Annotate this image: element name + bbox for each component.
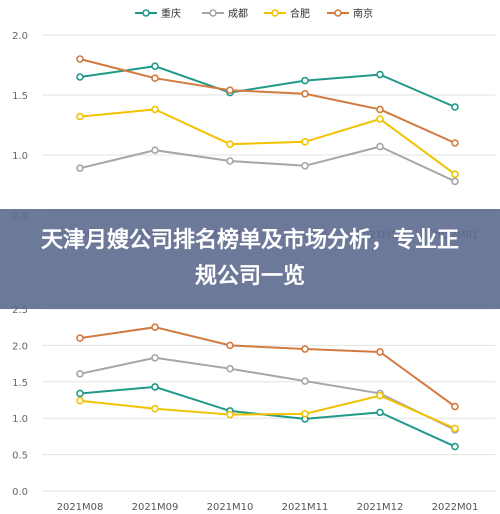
chart2-data-point (151, 404, 159, 413)
chart1-legend-marker (209, 9, 217, 17)
chart2-x-tick-label: 2021M12 (357, 502, 404, 513)
chart1-legend-label: 合肥 (290, 7, 310, 20)
chart2-data-point (451, 442, 459, 451)
chart2-data-point (76, 334, 84, 342)
chart1-data-point (376, 105, 384, 114)
chart2-data-point (451, 402, 459, 411)
chart2-x-tick-label: 2022M01 (432, 502, 479, 513)
chart2-data-point (301, 345, 309, 353)
chart2-data-point (76, 389, 84, 398)
chart1-data-point (151, 74, 159, 82)
chart1-legend-label: 成都 (228, 8, 248, 20)
chart1-data-point (451, 177, 459, 186)
chart1-legend-label: 重庆 (161, 7, 181, 20)
chart2-x-tick-label: 2021M08 (57, 502, 104, 513)
chart1-data-point (301, 90, 309, 98)
chart2-series-line-3 (79, 394, 456, 430)
chart2-data-point (451, 424, 459, 433)
chart1-y-tick-label: 1.5 (12, 91, 28, 102)
chart2-data-point (76, 396, 84, 405)
chart2-data-point (76, 369, 84, 378)
chart2-data-point (151, 383, 159, 391)
chart1-data-point (226, 86, 234, 94)
chart1-y-tick-label: 1.0 (12, 151, 28, 162)
chart2-y-tick-label: 0.5 (12, 451, 28, 462)
chart1-data-point (151, 62, 159, 70)
chart1-series-line-1 (79, 65, 456, 108)
chart2-x-tick-label: 2021M09 (132, 502, 179, 513)
chart1-data-point (301, 76, 309, 85)
chart2-y-tick-label: 0.0 (12, 487, 28, 498)
chart1-series-line-3 (79, 108, 456, 176)
chart2-data-point (226, 341, 234, 350)
chart2-series-line-4 (79, 326, 456, 408)
chart1-data-point (376, 115, 384, 123)
chart1-data-point (451, 139, 459, 147)
chart1-legend-marker (271, 9, 279, 17)
chart1-legend-label: 南京 (353, 7, 373, 20)
chart1-data-point (376, 70, 384, 79)
chart1-data-point (451, 103, 459, 111)
chart2-y-tick-label: 2.5 (12, 305, 28, 316)
chart2-x-tick-label: 2021M10 (207, 502, 254, 513)
chart1-series-line-4 (79, 58, 456, 144)
chart2-data-point (376, 391, 384, 400)
chart2-x-tick-label: 2021M11 (282, 502, 329, 513)
chart2-y-tick-label: 1.0 (12, 414, 28, 425)
chart1-data-point (76, 112, 84, 121)
chart1-legend-marker (142, 9, 150, 17)
chart1-y-tick-label: 2.0 (12, 31, 28, 42)
chart2-series-line-1 (79, 385, 456, 448)
chart2-data-point (376, 408, 384, 417)
chart1-data-point (76, 73, 84, 81)
chart1-data-point (151, 146, 159, 154)
chart2-series-line-2 (79, 356, 456, 431)
chart1-data-point (226, 140, 234, 148)
chart1-data-point (451, 170, 459, 178)
chart1-data-point (376, 142, 384, 151)
chart2-data-point (226, 364, 234, 373)
chart1-data-point (76, 164, 84, 172)
chart1-data-point (226, 157, 234, 165)
chart2-y-tick-label: 2.0 (12, 341, 28, 352)
chart2-y-tick-label: 1.5 (12, 378, 28, 389)
chart1-series-line-2 (79, 145, 456, 183)
chart1-legend-marker (334, 9, 342, 17)
overlay-banner: 天津月嫂公司排名榜单及市场分析，专业正规公司一览 (0, 209, 500, 309)
chart2-data-point (301, 377, 309, 385)
chart2-data-point (376, 348, 384, 356)
chart1-data-point (301, 138, 309, 146)
chart1-data-point (151, 105, 159, 114)
chart1-data-point (301, 162, 309, 170)
chart2-data-point (151, 353, 159, 362)
chart1-data-point (76, 55, 84, 63)
chart2-data-point (226, 410, 234, 419)
banner-title: 天津月嫂公司排名榜单及市场分析，专业正规公司一览 (40, 228, 459, 289)
chart2-data-point (151, 323, 159, 332)
chart2-data-point (301, 410, 309, 418)
